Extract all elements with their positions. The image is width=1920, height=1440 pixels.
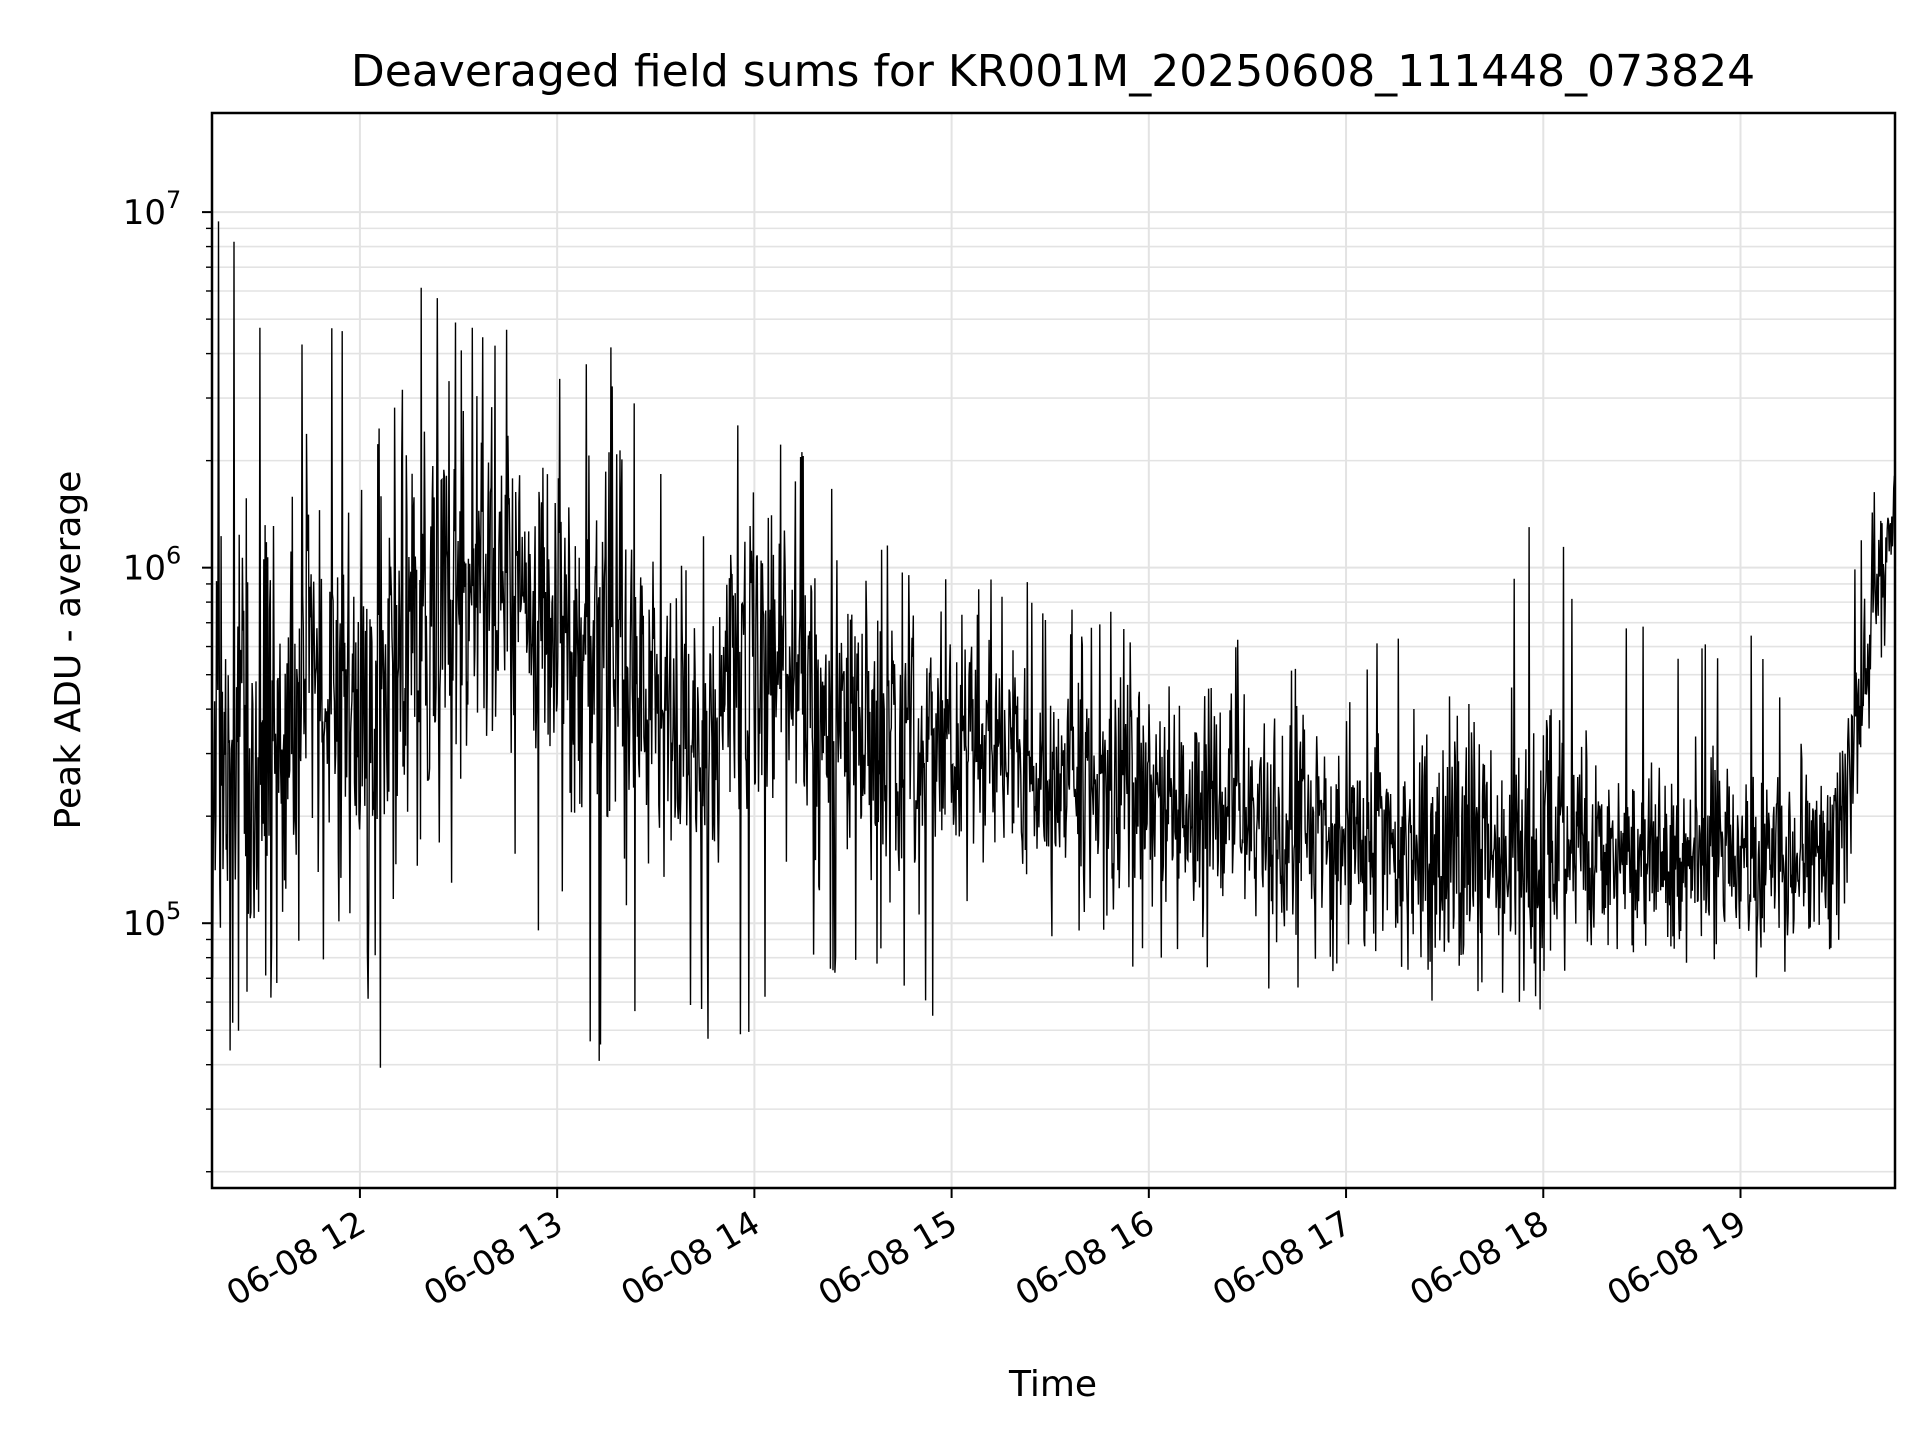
y-axis: 105 106 107 xyxy=(123,186,212,1173)
plot-area xyxy=(212,221,1895,1068)
y-tick-label: 107 xyxy=(123,186,182,233)
plot-frame xyxy=(210,111,1897,1190)
y-tick-label: 105 xyxy=(123,897,182,944)
chart-title: Deaveraged field sums for KR001M_2025060… xyxy=(351,46,1755,97)
data-series-line xyxy=(212,221,1895,1068)
y-tick-label: 106 xyxy=(123,542,182,589)
y-axis-label: Peak ADU - average xyxy=(48,471,89,830)
x-axis-label: Time xyxy=(1008,1364,1097,1405)
